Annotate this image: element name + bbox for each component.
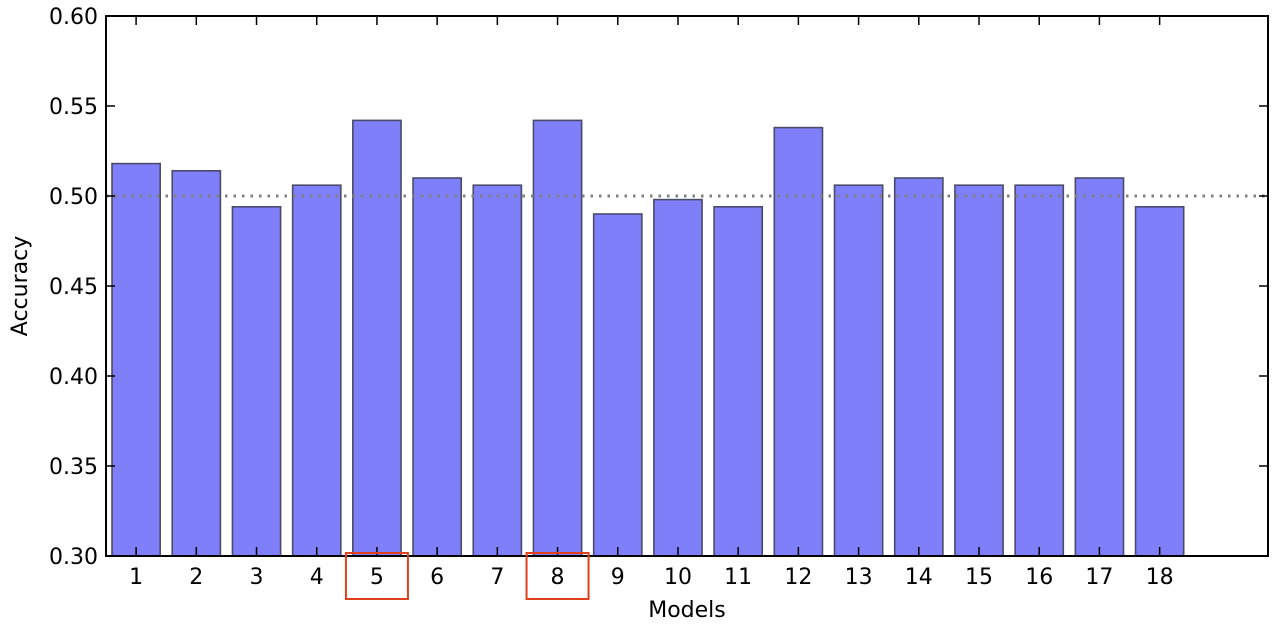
x-tick-label-2: 2 [189, 565, 203, 590]
x-tick-label-7: 7 [490, 565, 504, 590]
y-tick-label: 0.50 [49, 185, 98, 210]
y-tick-label: 0.40 [49, 365, 98, 390]
x-tick-label-10: 10 [664, 565, 692, 590]
x-tick-label-17: 17 [1085, 565, 1113, 590]
x-tick-label-5: 5 [370, 565, 384, 590]
x-tick-label-4: 4 [310, 565, 324, 590]
bar-model-4 [291, 184, 342, 557]
x-axis-title: Models [648, 598, 726, 623]
bar-model-1 [111, 162, 161, 557]
bar-model-2 [171, 170, 222, 557]
x-tick-label-3: 3 [250, 565, 264, 590]
x-tick-label-15: 15 [965, 565, 993, 590]
y-axis-title: Accuracy [8, 236, 33, 336]
y-tick-label: 0.55 [49, 95, 98, 120]
highlight-boxes [344, 552, 590, 600]
bar-model-3 [231, 206, 282, 557]
bar-model-11 [713, 206, 764, 557]
x-tick-label-9: 9 [611, 565, 625, 590]
bar-model-13 [833, 184, 884, 557]
bar-model-14 [893, 177, 944, 557]
x-tick-label-1: 1 [129, 565, 143, 590]
bar-model-18 [1134, 206, 1185, 557]
x-tick-label-8: 8 [551, 565, 565, 590]
y-tick-label: 0.45 [49, 275, 98, 300]
x-tick-label-18: 18 [1146, 565, 1174, 590]
x-tick-label-14: 14 [905, 565, 933, 590]
bar-model-12 [773, 126, 824, 557]
x-axis-ticks: 1 2 3 4 5 6 7 8 9 10 11 12 13 14 15 16 17 18 [129, 16, 1174, 590]
x-tick-label-16: 16 [1025, 565, 1053, 590]
y-tick-label: 0.30 [49, 545, 98, 570]
bar-model-8 [532, 119, 583, 557]
bar-model-9 [592, 213, 643, 557]
x-tick-label-6: 6 [430, 565, 444, 590]
y-tick-label: 0.35 [49, 455, 98, 480]
bar-model-7 [472, 184, 523, 557]
highlight-box-model-8 [525, 552, 590, 600]
bar-model-6 [412, 177, 463, 557]
bar-model-10 [653, 198, 703, 557]
y-axis-ticks: 0.30 0.35 0.40 0.45 0.50 0.55 0.60 [49, 5, 1268, 570]
highlight-box-model-5 [344, 552, 409, 600]
bar-model-5 [352, 119, 402, 557]
x-tick-label-12: 12 [784, 565, 812, 590]
bar-model-16 [1014, 184, 1065, 557]
x-tick-label-11: 11 [724, 565, 752, 590]
y-tick-label: 0.60 [49, 5, 98, 30]
bars-layer [111, 119, 1185, 557]
bar-model-15 [954, 184, 1004, 557]
x-tick-label-13: 13 [845, 565, 873, 590]
bar-model-17 [1074, 177, 1125, 557]
